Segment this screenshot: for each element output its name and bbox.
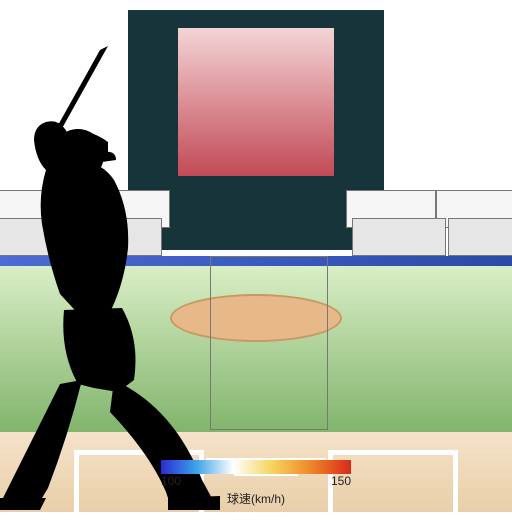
legend-tick-min: 100 [161,474,181,488]
speed-legend: 100 150 球速(km/h) [161,460,351,507]
legend-axis-label: 球速(km/h) [161,490,351,507]
stand-segment [352,218,446,256]
batter-silhouette [0,40,230,510]
stand-segment [448,218,512,256]
legend-ticks: 100 150 [161,474,351,488]
pitch-chart-stage: 100 150 球速(km/h) [0,0,512,512]
legend-tick-max: 150 [331,474,351,488]
legend-gradient-bar [161,460,351,474]
